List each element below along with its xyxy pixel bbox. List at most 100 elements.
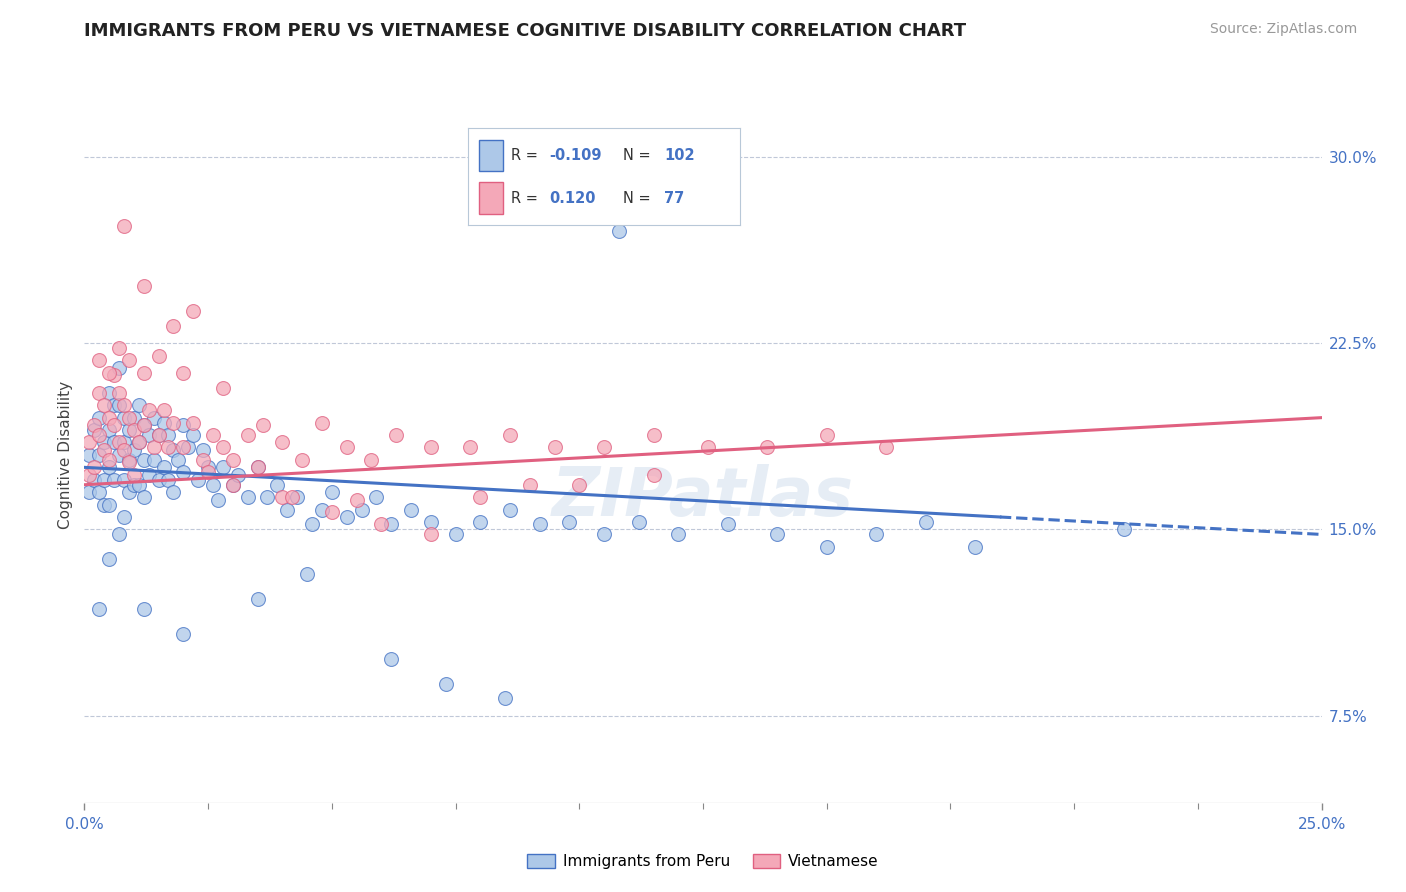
Point	[132, 418, 155, 433]
Point	[89, 385, 111, 400]
Point	[370, 517, 392, 532]
Text: ZIPatlas: ZIPatlas	[553, 464, 853, 530]
Point	[89, 410, 111, 425]
Point	[271, 490, 294, 504]
Point	[246, 592, 269, 607]
Point	[162, 416, 184, 430]
Point	[285, 490, 308, 504]
Point	[191, 453, 214, 467]
Point	[875, 441, 897, 455]
Point	[643, 467, 665, 482]
Point	[311, 502, 333, 516]
Point	[112, 398, 135, 412]
Point	[138, 403, 160, 417]
Text: 102: 102	[664, 148, 695, 162]
Point	[172, 466, 194, 480]
Point	[132, 366, 155, 380]
Point	[79, 448, 101, 462]
Point	[98, 453, 121, 467]
Point	[181, 303, 204, 318]
Point	[558, 515, 581, 529]
Point	[103, 435, 125, 450]
Point	[112, 435, 135, 450]
Point	[83, 423, 105, 437]
Point	[98, 366, 121, 380]
Point	[236, 428, 259, 442]
Point	[142, 453, 165, 467]
Point	[79, 435, 101, 450]
Point	[122, 442, 145, 457]
Point	[142, 410, 165, 425]
Point	[103, 418, 125, 433]
Point	[815, 428, 838, 442]
Point	[222, 453, 245, 467]
Point	[93, 498, 115, 512]
Point	[167, 453, 190, 467]
Point	[108, 527, 131, 541]
Point	[98, 460, 121, 475]
Point	[366, 490, 388, 504]
Point	[756, 441, 779, 455]
Point	[336, 510, 359, 524]
Point	[83, 418, 105, 433]
Point	[112, 442, 135, 457]
Point	[321, 485, 343, 500]
Point	[419, 515, 441, 529]
Point	[162, 442, 184, 457]
Point	[142, 441, 165, 455]
Point	[1112, 523, 1135, 537]
Text: 0.120: 0.120	[550, 191, 596, 205]
Point	[138, 428, 160, 442]
Point	[470, 515, 492, 529]
Text: R =: R =	[512, 148, 543, 162]
Point	[281, 490, 304, 504]
Point	[108, 448, 131, 462]
Text: -0.109: -0.109	[550, 148, 602, 162]
Point	[529, 517, 551, 532]
Point	[212, 441, 235, 455]
Point	[122, 423, 145, 437]
Point	[132, 602, 155, 616]
Point	[128, 398, 150, 412]
Point	[399, 502, 422, 516]
Point	[152, 460, 174, 475]
Point	[148, 428, 170, 442]
Point	[965, 540, 987, 554]
Point	[108, 435, 131, 450]
Point	[385, 428, 408, 442]
Point	[93, 442, 115, 457]
Point	[470, 490, 492, 504]
Point	[266, 477, 288, 491]
Point	[815, 540, 838, 554]
Point	[108, 341, 131, 355]
Point	[202, 428, 225, 442]
Point	[172, 627, 194, 641]
Point	[152, 416, 174, 430]
Point	[128, 435, 150, 450]
Point	[89, 353, 111, 368]
Point	[132, 490, 155, 504]
Point	[152, 403, 174, 417]
Point	[118, 453, 141, 467]
Point	[93, 398, 115, 412]
Point	[627, 515, 650, 529]
Point	[197, 466, 219, 480]
Point	[148, 349, 170, 363]
Point	[593, 527, 616, 541]
Point	[336, 441, 359, 455]
Point	[132, 279, 155, 293]
Point	[89, 485, 111, 500]
Point	[295, 567, 318, 582]
Y-axis label: Cognitive Disability: Cognitive Disability	[58, 381, 73, 529]
Point	[350, 502, 373, 516]
Point	[543, 441, 565, 455]
Point	[593, 441, 616, 455]
Point	[112, 473, 135, 487]
Point	[112, 410, 135, 425]
Text: N =: N =	[623, 191, 655, 205]
Point	[93, 473, 115, 487]
Point	[207, 492, 229, 507]
Point	[98, 423, 121, 437]
Text: 77: 77	[664, 191, 685, 205]
Point	[607, 224, 630, 238]
